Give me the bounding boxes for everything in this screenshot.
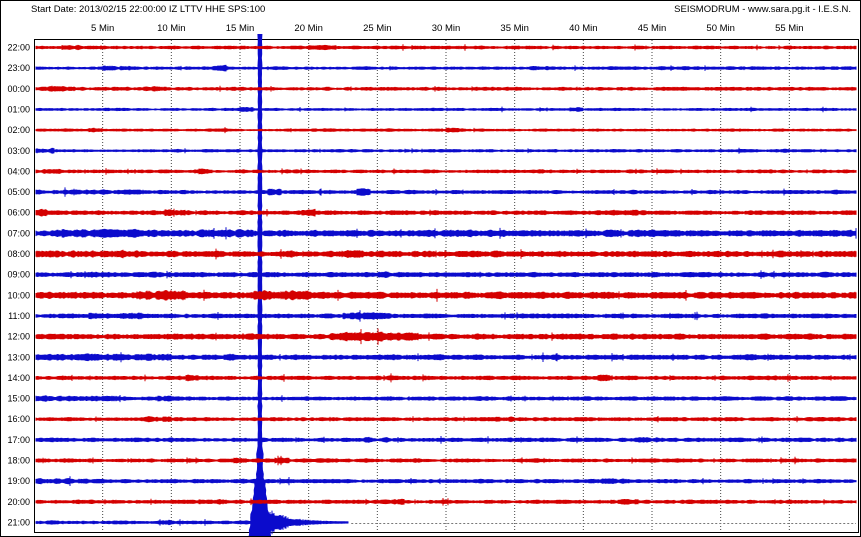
minute-label-5: 5 Min [91,23,114,34]
time-label-01:00: 01:00 [7,104,30,114]
minute-label-20: 20 Min [294,23,323,34]
trace-08:00 [35,248,857,260]
minute-label-15: 15 Min [226,23,255,34]
trace-14:00 [35,373,857,383]
minute-label-25: 25 Min [363,23,392,34]
time-label-17:00: 17:00 [7,435,30,445]
trace-02:00 [35,127,857,134]
time-label-14:00: 14:00 [7,373,30,383]
trace-15:00 [35,395,857,403]
event-coda [269,510,349,535]
time-label-10:00: 10:00 [7,290,30,300]
time-label-05:00: 05:00 [7,187,30,197]
start-date-label: Start Date: 2013/02/15 22:00:00 IZ LTTV … [31,4,266,15]
trace-20:00 [35,498,857,506]
trace-13:00 [35,352,857,363]
minute-label-50: 50 Min [706,23,735,34]
time-label-21:00: 21:00 [7,517,30,527]
time-label-00:00: 00:00 [7,84,30,94]
trace-16:00 [35,416,857,423]
minute-label-35: 35 Min [500,23,529,34]
trace-06:00 [35,208,857,217]
trace-05:00 [35,187,857,197]
trace-07:00 [35,227,857,240]
time-label-19:00: 19:00 [7,476,30,486]
trace-21:00 [35,519,258,526]
trace-18:00 [35,455,857,466]
trace-09:00 [35,270,857,279]
brand-label: SEISMODRUM - www.sara.pg.it - I.E.S.N. [674,4,851,15]
minute-label-55: 55 Min [775,23,804,34]
minute-label-30: 30 Min [432,23,461,34]
time-label-13:00: 13:00 [7,352,30,362]
minute-label-40: 40 Min [569,23,598,34]
event-clipped-band [248,34,272,536]
trace-10:00 [35,288,857,302]
time-label-02:00: 02:00 [7,125,30,135]
trace-11:00 [35,310,857,322]
trace-12:00 [35,328,857,345]
time-label-11:00: 11:00 [8,311,30,321]
time-label-12:00: 12:00 [7,332,30,342]
time-label-04:00: 04:00 [7,166,30,176]
trace-00:00 [35,85,857,92]
time-label-09:00: 09:00 [7,270,30,280]
minute-label-10: 10 Min [157,23,186,34]
trace-01:00 [35,106,857,113]
time-label-18:00: 18:00 [7,456,30,466]
time-label-23:00: 23:00 [7,63,30,73]
minute-label-45: 45 Min [638,23,667,34]
trace-19:00 [35,476,857,486]
time-label-07:00: 07:00 [7,228,30,238]
trace-17:00 [35,436,857,444]
time-label-20:00: 20:00 [7,497,30,507]
time-label-06:00: 06:00 [7,208,30,218]
trace-22:00 [35,44,857,51]
trace-03:00 [35,147,857,154]
time-label-08:00: 08:00 [7,249,30,259]
time-label-03:00: 03:00 [7,146,30,156]
time-label-22:00: 22:00 [7,43,30,53]
trace-23:00 [35,64,857,72]
trace-04:00 [35,168,857,175]
time-label-15:00: 15:00 [7,394,30,404]
time-label-16:00: 16:00 [7,414,30,424]
